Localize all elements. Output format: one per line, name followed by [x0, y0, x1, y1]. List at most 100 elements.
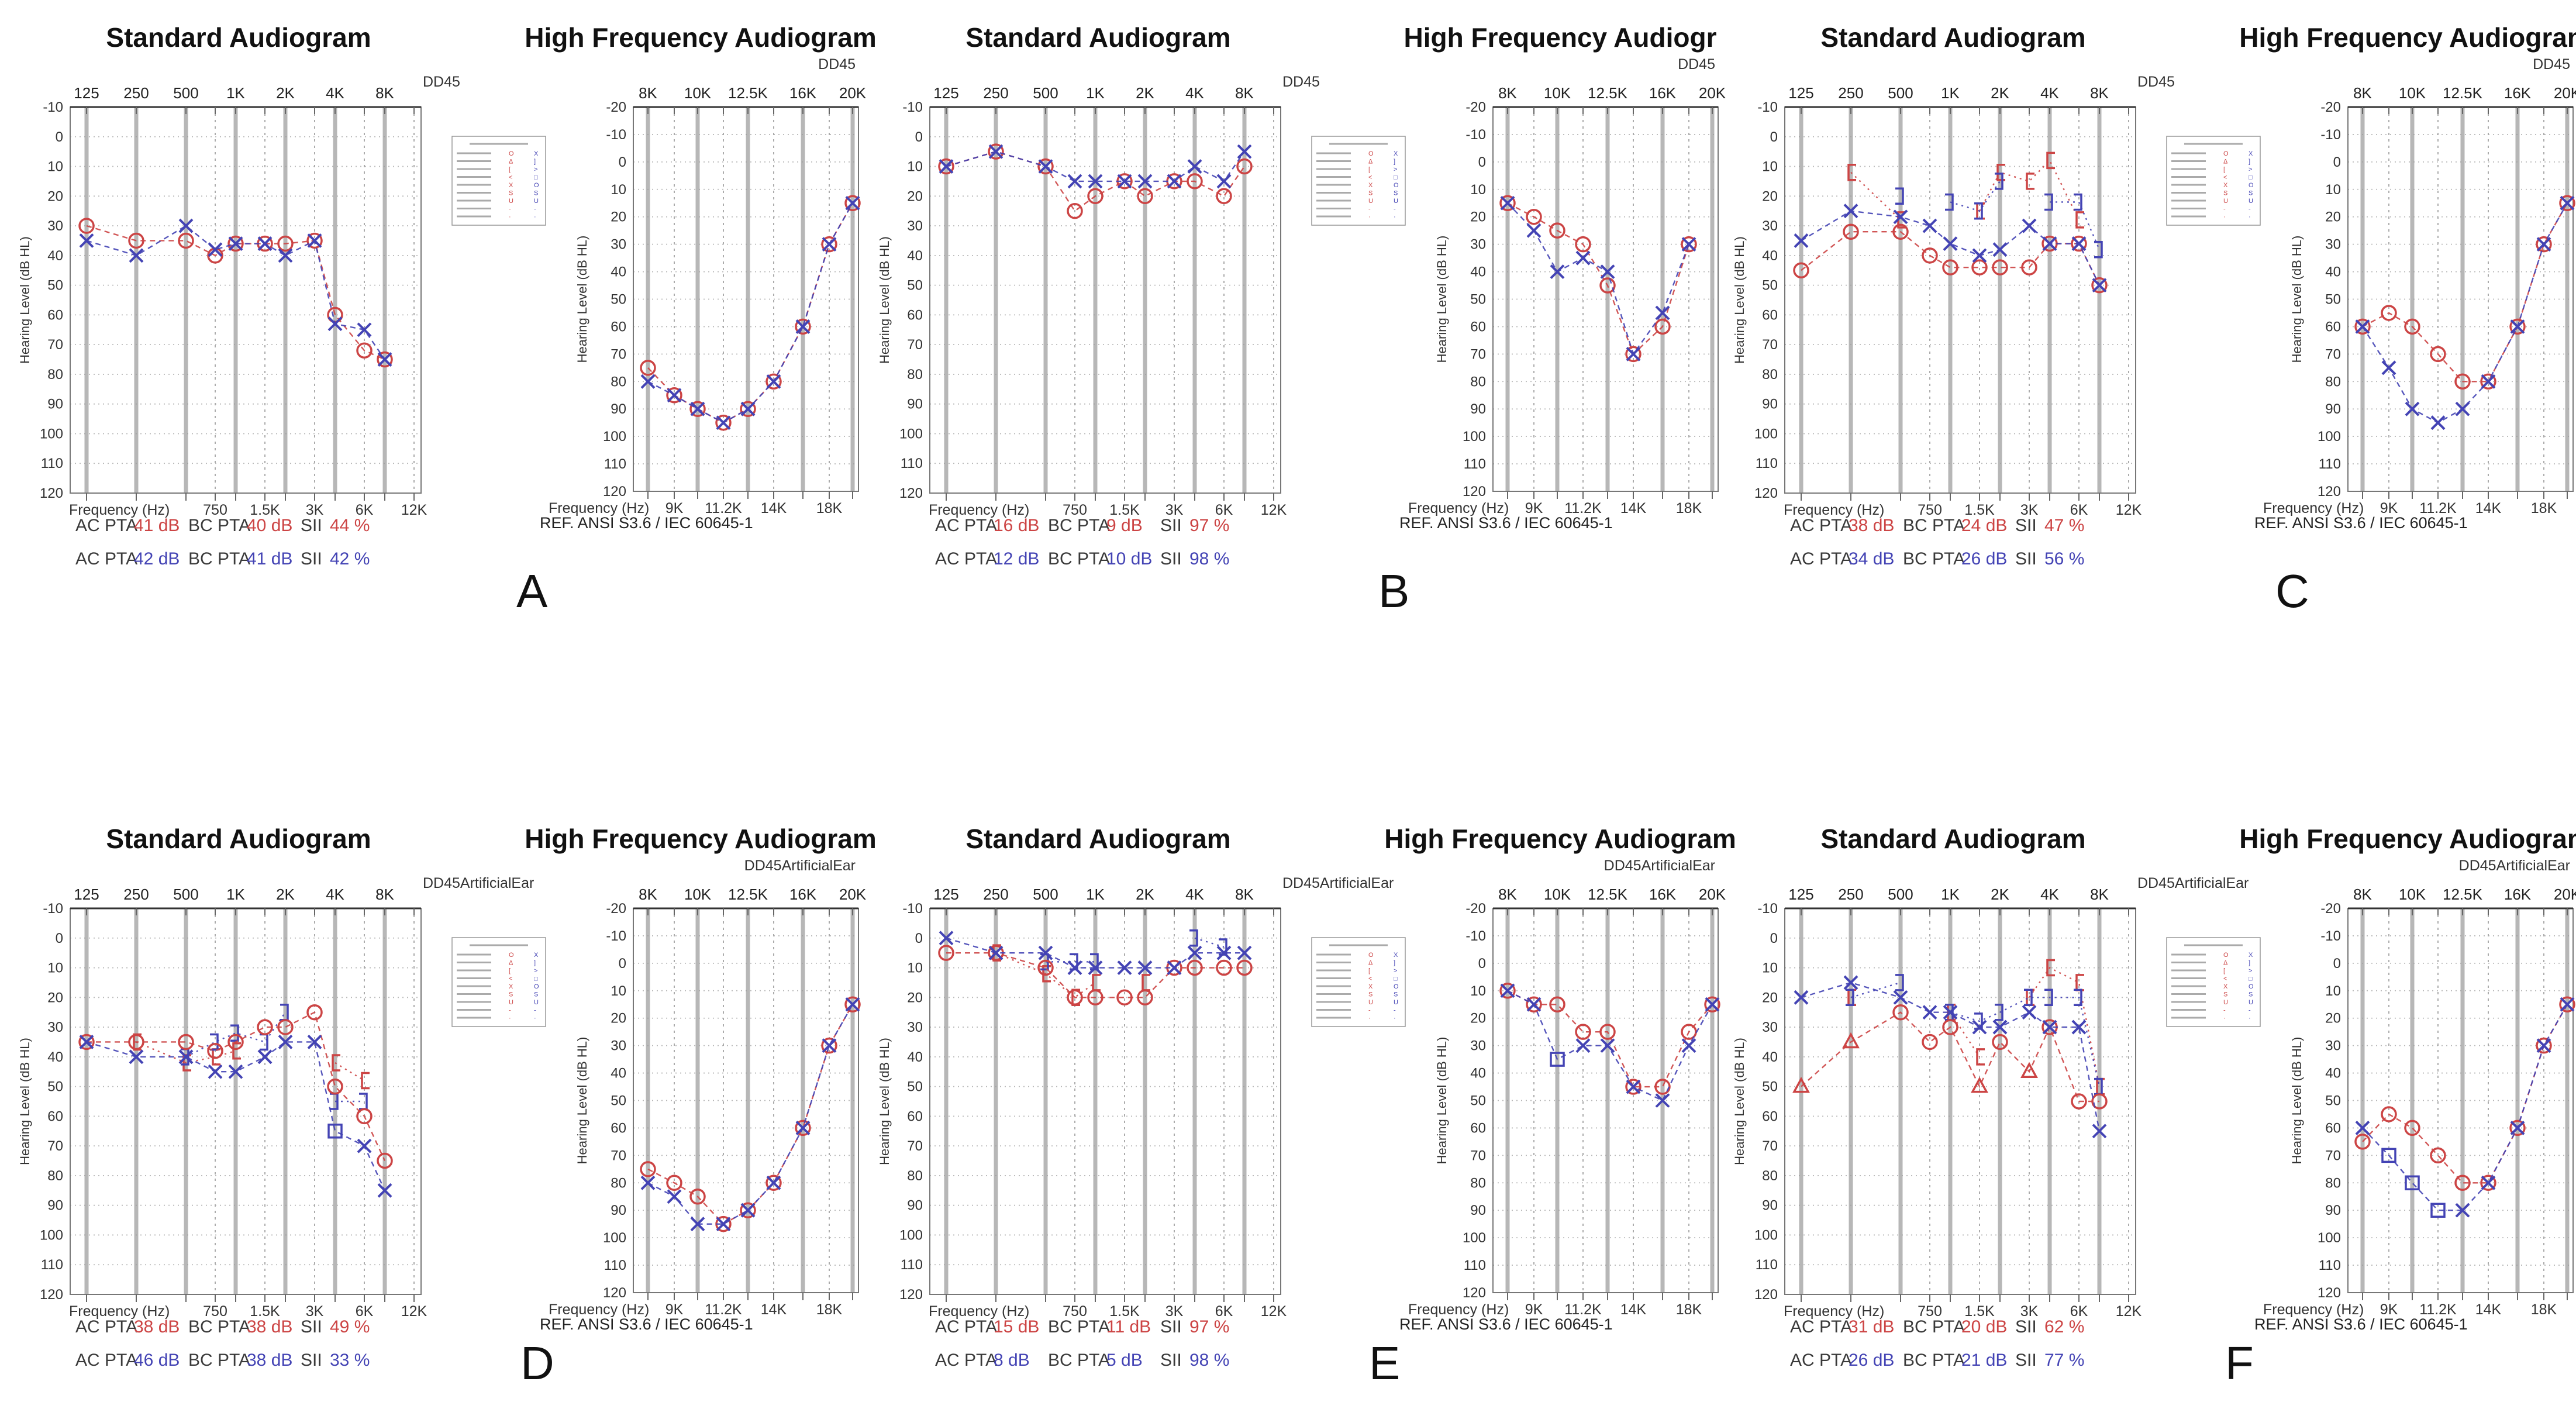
y-tick-label: 110: [604, 1258, 626, 1273]
legend-symbol-left-ear: S: [2249, 190, 2253, 197]
y-tick-label: 120: [40, 1287, 63, 1303]
x-top-tick-label: 12.5K: [728, 84, 768, 102]
pta-bc-value: 10 dB: [1106, 549, 1152, 569]
standard-audiogram-title: Standard Audiogram: [965, 22, 1230, 53]
x-top-tick-label: 20K: [2554, 84, 2576, 102]
pta-ac-value: 34 dB: [1849, 549, 1894, 569]
legend-symbol-left-ear: ·: [534, 213, 536, 221]
legend-symbol-left-ear: ·: [534, 1015, 536, 1022]
x-top-tick-label: 10K: [2399, 886, 2426, 903]
y-tick-label: 90: [907, 1198, 923, 1214]
x-bottom-tick-label: 14K: [761, 1301, 787, 1318]
x-bottom-tick-label: 12K: [1261, 502, 1287, 518]
x-bottom-tick-label: 12K: [2116, 502, 2142, 518]
y-tick-label: 30: [1470, 1038, 1486, 1054]
x-top-tick-label: 500: [1888, 84, 1913, 102]
x-top-tick-label: 125: [933, 886, 958, 903]
legend-symbol-left-ear: ]: [534, 159, 536, 166]
pta-ac-value: 15 dB: [994, 1317, 1039, 1337]
device-label: DD45ArtificialEar: [2137, 875, 2249, 891]
y-tick-label: 60: [1470, 319, 1486, 335]
x-axis-label: Frequency (Hz): [2263, 500, 2364, 516]
x-top-tick-label: 125: [1788, 84, 1813, 102]
x-bottom-tick-label: 18K: [1676, 500, 1702, 516]
x-top-tick-label: 12.5K: [728, 886, 768, 903]
pta-sii-label: SII: [1160, 516, 1182, 535]
x-bottom-tick-label: 6K: [356, 1303, 374, 1320]
y-tick-label: 120: [899, 1287, 923, 1303]
legend-symbol-left-ear: >: [2249, 166, 2252, 173]
legend-symbol-left-ear: ]: [1394, 960, 1395, 967]
y-tick-label: 30: [907, 218, 923, 234]
y-tick-label: 90: [611, 401, 626, 417]
pta-bc-label: BC PTA: [1048, 516, 1110, 535]
pta-ac-label: AC PTA: [935, 1317, 997, 1337]
x-bottom-tick-label: 14K: [2475, 500, 2502, 516]
y-tick-label: 50: [47, 1079, 63, 1095]
x-top-tick-label: 125: [933, 84, 958, 102]
x-top-tick-label: 20K: [839, 886, 867, 903]
legend-symbol-right-ear: O: [2223, 952, 2229, 959]
y-tick-label: 110: [1756, 1257, 1778, 1273]
y-tick-label: 40: [611, 1066, 626, 1081]
x-bottom-tick-label: 14K: [1620, 1301, 1647, 1318]
legend-symbol-left-ear: U: [2249, 198, 2253, 205]
pta-bc-value: 41 dB: [247, 549, 292, 569]
y-tick-label: 80: [1470, 1175, 1486, 1191]
x-bottom-tick-label: 9K: [665, 1301, 684, 1318]
legend-symbol-right-ear: -: [2223, 206, 2226, 213]
y-axis-label: Hearing Level (dB HL): [877, 236, 892, 364]
pta-sii-value: 77 %: [2044, 1351, 2084, 1370]
y-tick-label: 70: [2325, 1148, 2341, 1163]
series-ac-left-ear: [1500, 983, 1720, 1108]
x-top-tick-label: 8K: [1235, 886, 1254, 903]
pta-bc-label: BC PTA: [188, 1351, 250, 1370]
y-tick-label: -10: [606, 127, 626, 143]
legend-symbol-left-ear: O: [534, 983, 539, 990]
y-tick-label: 40: [907, 248, 923, 264]
y-tick-label: -20: [2320, 901, 2341, 917]
y-tick-label: 40: [1762, 1049, 1778, 1065]
x-top-tick-label: 8K: [2090, 84, 2109, 102]
x-top-tick-label: 500: [1033, 84, 1058, 102]
legend-symbol-left-ear: -: [534, 206, 536, 213]
pta-bc-label: BC PTA: [1048, 1317, 1110, 1337]
y-tick-label: 10: [47, 159, 63, 175]
pta-sii-label: SII: [1160, 1351, 1182, 1370]
legend-symbol-left-ear: >: [534, 166, 537, 173]
ref-standard-label: REF. ANSI S3.6 / IEC 60645-1: [2254, 1315, 2468, 1333]
legend-symbol-right-ear: ·: [1368, 213, 1371, 221]
y-tick-label: 50: [2325, 292, 2341, 308]
legend-symbol-left-ear: X: [1394, 150, 1398, 157]
pta-sii-label: SII: [2015, 1317, 2037, 1337]
x-bottom-tick-label: 18K: [1676, 1301, 1702, 1318]
x-top-tick-label: 8K: [639, 84, 657, 102]
y-axis-label: Hearing Level (dB HL): [2289, 236, 2304, 363]
x-top-tick-label: 8K: [2353, 84, 2372, 102]
x-bottom-tick-label: 9K: [2380, 500, 2398, 516]
legend-symbol-right-ear: ·: [1368, 1015, 1371, 1022]
legend-symbol-right-ear: Δ: [509, 159, 513, 166]
pta-bc-value: 38 dB: [247, 1351, 292, 1370]
y-tick-label: 0: [2333, 154, 2341, 170]
y-axis-label: Hearing Level (dB HL): [877, 1038, 892, 1165]
x-top-tick-label: 250: [123, 886, 149, 903]
y-tick-label: 50: [47, 278, 63, 294]
legend-symbol-right-ear: S: [1368, 190, 1373, 197]
device-label: DD45ArtificialEar: [744, 857, 856, 874]
legend-symbol-left-ear: X: [1394, 952, 1398, 959]
pta-sii-value: 47 %: [2044, 516, 2084, 535]
legend-symbol-right-ear: U: [509, 999, 513, 1006]
legend-symbol-left-ear: U: [534, 198, 539, 205]
x-bottom-tick-label: 9K: [1525, 1301, 1543, 1318]
x-top-tick-label: 2K: [1991, 886, 2009, 903]
panel-e: -10 0 10 20 30 40 50 60 70 80 90 100 110 120 125 250 500…: [864, 806, 1736, 1426]
legend-symbol-left-ear: S: [534, 991, 538, 998]
legend-symbol-right-ear: O: [509, 952, 514, 959]
legend-box: [2166, 937, 2261, 1027]
pta-bc-label: BC PTA: [1048, 549, 1110, 569]
x-top-tick-label: 2K: [276, 84, 295, 102]
